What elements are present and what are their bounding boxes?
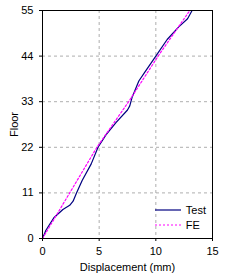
svg-text:15: 15 xyxy=(206,245,218,257)
svg-text:5: 5 xyxy=(96,245,102,257)
svg-text:0: 0 xyxy=(39,245,45,257)
svg-text:22: 22 xyxy=(21,141,33,153)
svg-text:55: 55 xyxy=(21,4,33,16)
svg-text:44: 44 xyxy=(21,50,33,62)
svg-text:33: 33 xyxy=(21,95,33,107)
html-text:Test: Test xyxy=(185,203,206,216)
svg-text:11: 11 xyxy=(22,186,33,198)
svg-text:10: 10 xyxy=(150,245,162,257)
svg-text:Displacement (mm): Displacement (mm) xyxy=(80,261,175,273)
svg-text:0: 0 xyxy=(27,232,33,244)
html-text:FE: FE xyxy=(185,218,200,231)
svg-text:Floor: Floor xyxy=(8,112,20,137)
